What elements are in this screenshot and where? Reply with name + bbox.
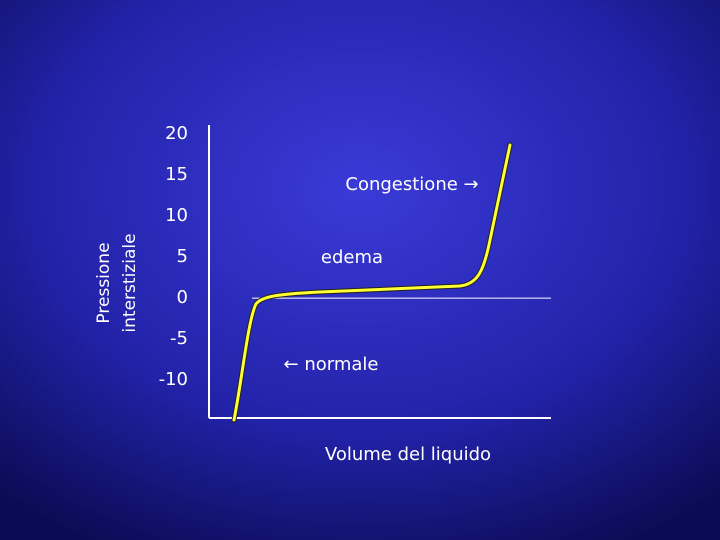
y-tick-label: -10 [159,369,188,390]
y-tick-label: -5 [170,328,188,349]
y-tick-label: 5 [177,246,188,267]
curve [232,143,512,422]
y-axis-label: Pressione [94,242,114,323]
annotation: ← normale [284,354,379,375]
y-tick-label: 10 [165,205,188,226]
y-tick-label: 15 [165,164,188,185]
y-tick-label: 20 [165,123,188,144]
y-axis-label: interstiziale [120,233,140,332]
y-tick-label: 0 [177,287,188,308]
annotation: Congestione → [345,174,478,195]
annotation: edema [321,247,383,268]
x-axis-label: Volume del liquido [325,444,491,465]
